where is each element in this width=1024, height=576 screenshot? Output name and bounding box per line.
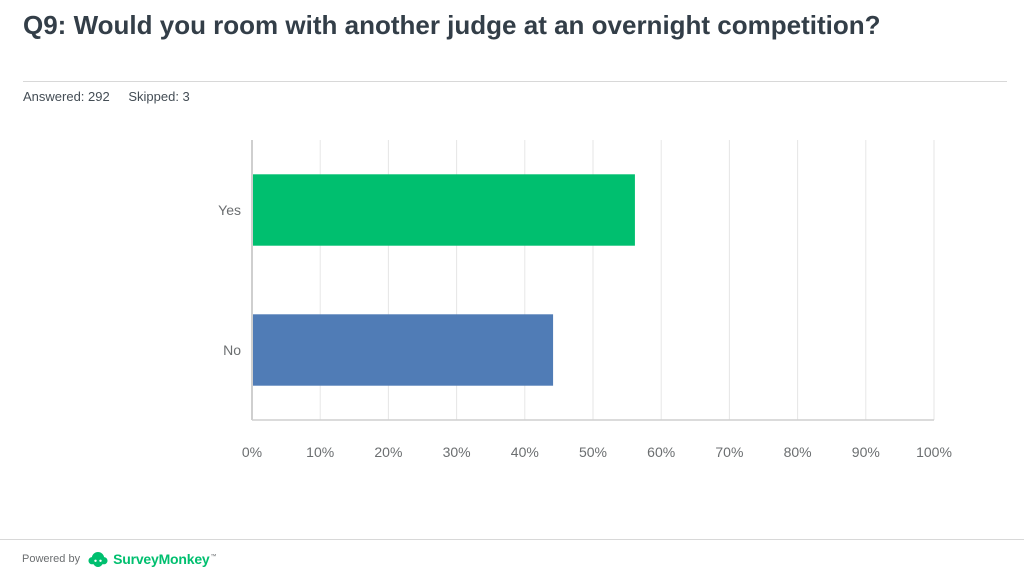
x-tick-label: 0% — [242, 444, 262, 460]
bar — [253, 314, 554, 386]
x-tick-label: 10% — [306, 444, 334, 460]
x-tick-label: 60% — [647, 444, 675, 460]
axis-labels: 0% 10% 20% 30% 40% 50% 60% 70% 80% 90% 100% Yes No — [218, 202, 952, 460]
response-stats: Answered: 292 Skipped: 3 — [23, 88, 190, 106]
x-tick-label: 30% — [443, 444, 471, 460]
bar — [253, 174, 635, 246]
x-tick-label: 20% — [374, 444, 402, 460]
category-label: No — [223, 342, 241, 358]
x-tick-label: 80% — [784, 444, 812, 460]
question-title: Q9: Would you room with another judge at… — [23, 10, 881, 40]
x-tick-label: 50% — [579, 444, 607, 460]
footer-divider — [0, 539, 1024, 540]
bars — [253, 174, 635, 386]
skipped-count: Skipped: 3 — [128, 89, 190, 104]
x-tick-label: 70% — [715, 444, 743, 460]
trademark-symbol: ™ — [210, 554, 217, 560]
axes — [251, 140, 934, 421]
bar-chart: 0% 10% 20% 30% 40% 50% 60% 70% 80% 90% 100% Yes No — [218, 140, 952, 460]
answered-count: Answered: 292 — [23, 89, 110, 104]
title-divider — [23, 81, 1007, 82]
surveymonkey-logo-icon — [88, 552, 108, 567]
surveymonkey-wordmark: SurveyMonkey — [113, 551, 210, 567]
footer: Powered by SurveyMonkey ™ — [22, 548, 217, 570]
powered-by-label: Powered by — [22, 553, 81, 565]
category-label: Yes — [218, 202, 241, 218]
x-tick-label: 40% — [511, 444, 539, 460]
x-tick-label: 100% — [916, 444, 952, 460]
x-tick-label: 90% — [852, 444, 880, 460]
